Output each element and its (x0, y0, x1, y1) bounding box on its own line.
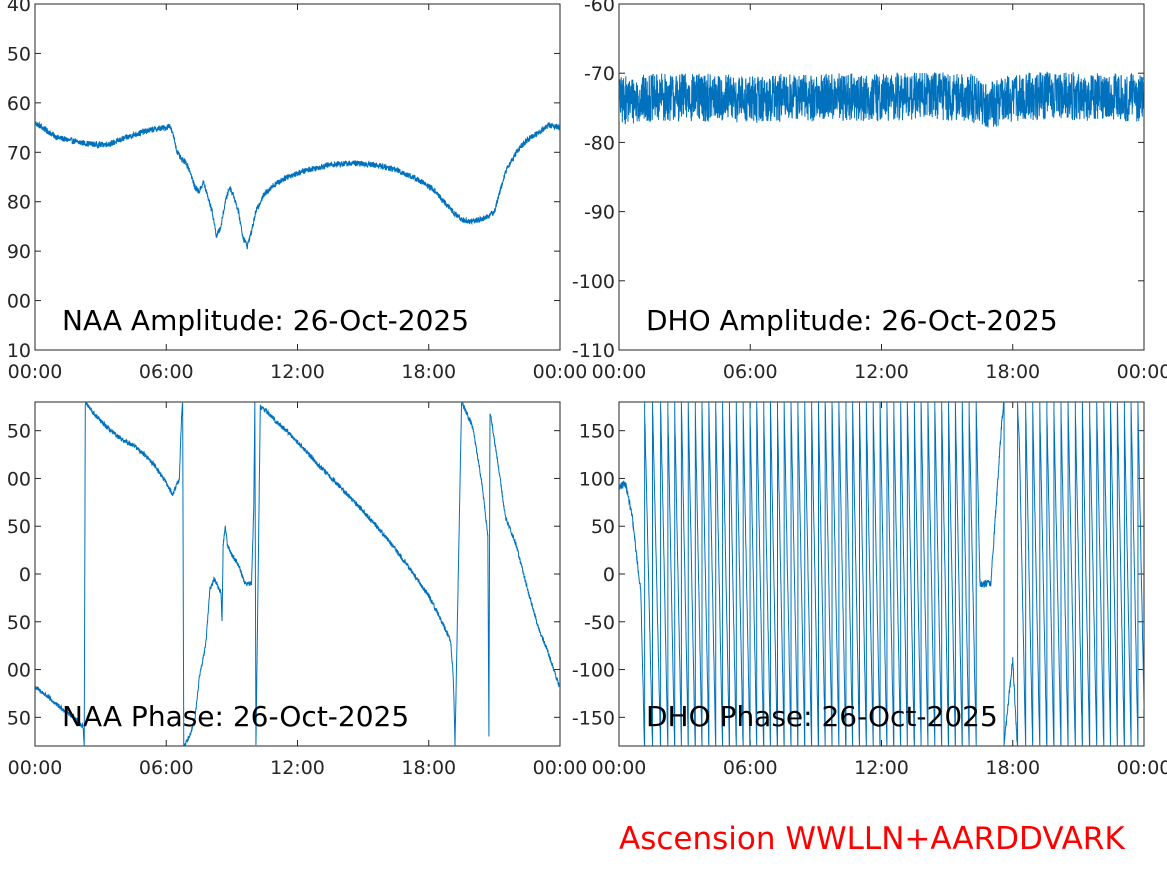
y-tick-label: -100 (572, 271, 615, 293)
panel-title: NAA Amplitude: 26-Oct-2025 (62, 304, 469, 337)
x-tick-label: 00:00 (1117, 757, 1167, 779)
y-tick-label: -70 (584, 63, 615, 85)
x-tick-label: 12:00 (270, 361, 325, 383)
axes-frame (618, 3, 1145, 351)
series-line (619, 402, 1144, 746)
x-tick-label: 18:00 (401, 361, 456, 383)
y-tick-label: 00 (7, 660, 31, 682)
y-tick-label: -60 (584, 0, 615, 16)
y-tick-label: -90 (584, 202, 615, 224)
y-tick-label: 50 (7, 612, 31, 634)
x-tick-label: 06:00 (139, 757, 194, 779)
axes-frame (34, 401, 561, 747)
y-tick-label: 80 (7, 192, 31, 214)
y-tick-label: 00 (7, 291, 31, 313)
dho-phase-panel: 150 100 50 0 -50 -100 -150 00:00 06:00 12:00 18:00… (572, 401, 1167, 779)
station-label: Ascension WWLLN+AARDDVARK (619, 821, 1125, 857)
y-tick-label: 40 (7, 0, 31, 16)
series-line (35, 121, 560, 250)
y-tick-label: 00 (7, 468, 31, 490)
y-tick-label: -110 (572, 340, 615, 362)
y-tick-label: 10 (7, 340, 31, 362)
y-tick-label: 50 (7, 421, 31, 443)
x-tick-label: 12:00 (854, 757, 909, 779)
y-tick-label: -50 (584, 612, 615, 634)
series-line (35, 402, 560, 746)
y-tick-label: 50 (591, 516, 615, 538)
x-tick-label: 06:00 (723, 757, 778, 779)
y-tick-label: -150 (572, 707, 615, 729)
x-tick-label: 18:00 (401, 757, 456, 779)
y-tick-label: 60 (7, 93, 31, 115)
x-tick-label: 00:00 (8, 361, 63, 383)
y-tick-label: 0 (19, 564, 31, 586)
y-tick-label: 150 (579, 421, 615, 443)
x-tick-label: 00:00 (1117, 361, 1167, 383)
y-tick-label: 50 (7, 43, 31, 65)
panel-title: NAA Phase: 26-Oct-2025 (62, 700, 409, 733)
y-tick-label: 90 (7, 241, 31, 263)
x-tick-label: 00:00 (592, 361, 647, 383)
y-tick-label: 50 (7, 707, 31, 729)
x-tick-label: 00:00 (592, 757, 647, 779)
x-tick-label: 12:00 (270, 757, 325, 779)
y-tick-label: 0 (603, 564, 615, 586)
y-tick-label: 100 (579, 468, 615, 490)
x-tick-label: 18:00 (985, 757, 1040, 779)
naa-phase-panel: 50 00 50 0 50 00 50 00:00 06:00 12:00 18:00 00:00 NA… (7, 401, 588, 779)
x-tick-label: 00:00 (533, 361, 588, 383)
x-tick-label: 12:00 (854, 361, 909, 383)
axes-frame (34, 3, 561, 351)
panel-title: DHO Phase: 26-Oct-2025 (646, 700, 998, 733)
x-tick-label: 00:00 (8, 757, 63, 779)
series-line (619, 71, 1144, 128)
y-tick-label: -100 (572, 660, 615, 682)
panel-title: DHO Amplitude: 26-Oct-2025 (646, 304, 1058, 337)
x-tick-label: 18:00 (985, 361, 1040, 383)
x-tick-label: 00:00 (533, 757, 588, 779)
y-tick-label: 50 (7, 516, 31, 538)
y-tick-label: -80 (584, 132, 615, 154)
x-tick-label: 06:00 (723, 361, 778, 383)
y-tick-label: 70 (7, 142, 31, 164)
axes-frame (618, 401, 1145, 747)
x-tick-label: 06:00 (139, 361, 194, 383)
